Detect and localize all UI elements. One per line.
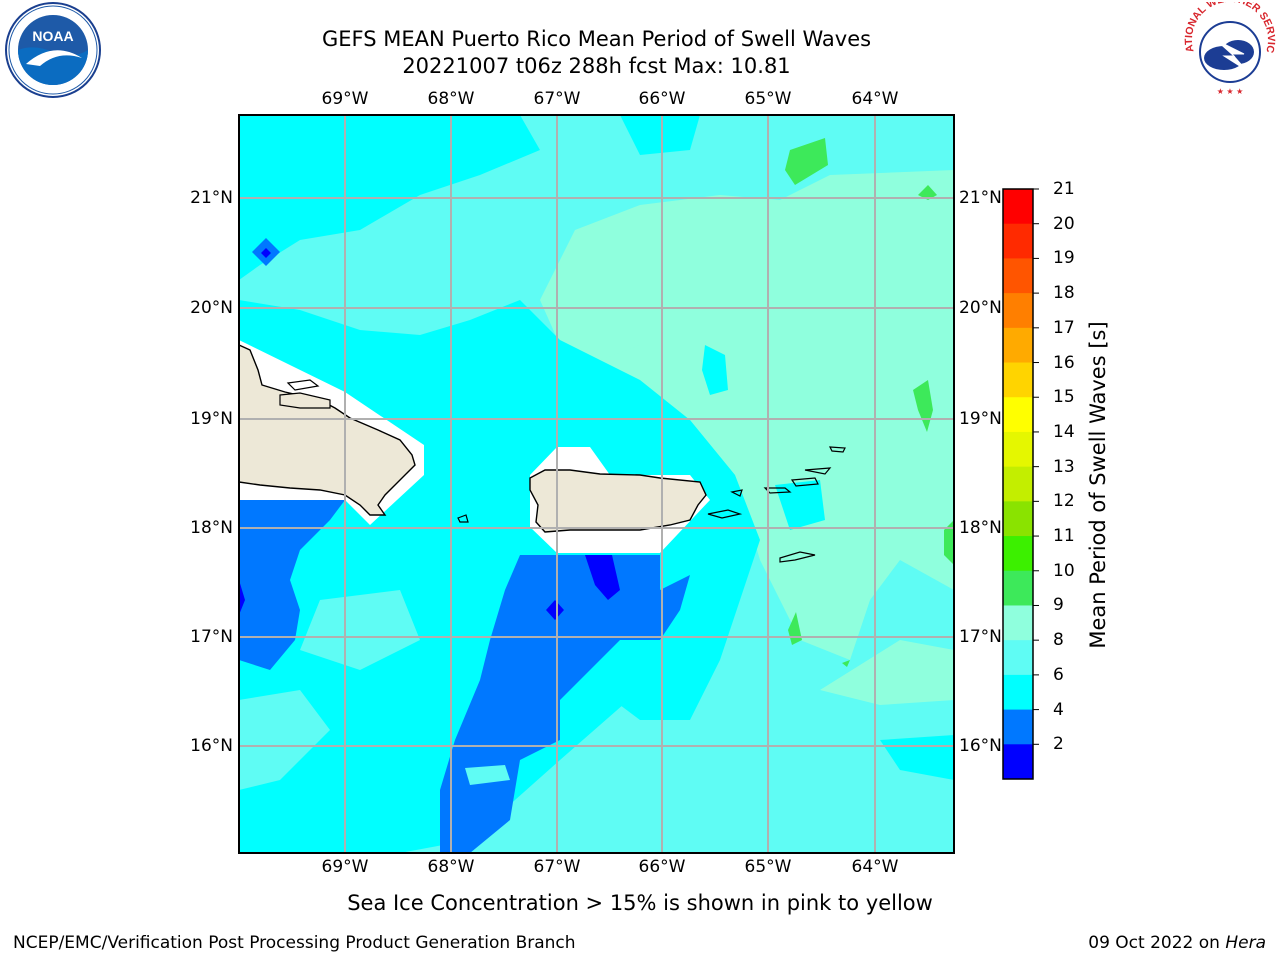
- lat-label-right: 19°N: [959, 409, 1002, 429]
- lat-label-right: 20°N: [959, 298, 1002, 318]
- nws-logo: NATIONAL WEATHER SERVICE ★ ★ ★: [1180, 2, 1277, 98]
- colorbar-segment: [1003, 640, 1033, 676]
- lon-label-top: 69°W: [321, 89, 369, 109]
- colorbar-segment: [1003, 466, 1033, 502]
- field-4-6s: [239, 500, 345, 670]
- colorbar: [1003, 188, 1039, 780]
- lat-label-right: 17°N: [959, 627, 1002, 647]
- colorbar-label: Mean Period of Swell Waves [s]: [1086, 321, 1110, 649]
- lon-label-bottom: 66°W: [638, 857, 686, 877]
- lat-label-left: 17°N: [190, 627, 233, 647]
- lat-label-left: 19°N: [190, 409, 233, 429]
- lon-label-top: 68°W: [427, 89, 475, 109]
- field-2-4s: [585, 555, 620, 600]
- colorbar-segment: [1003, 536, 1033, 572]
- lat-label-right: 18°N: [959, 518, 1002, 538]
- colorbar-segment: [1003, 570, 1033, 606]
- lon-label-top: 65°W: [744, 89, 792, 109]
- lon-label-top: 64°W: [851, 89, 899, 109]
- colorbar-tick-label: 18: [1053, 283, 1075, 304]
- colorbar-segment: [1003, 431, 1033, 468]
- hispaniola-land: [239, 344, 416, 516]
- graticule: [239, 115, 954, 853]
- lat-label-right: 16°N: [959, 736, 1002, 756]
- svg-text:★ ★ ★: ★ ★ ★: [1217, 87, 1244, 96]
- noaa-logo-text: NOAA: [32, 28, 73, 44]
- colorbar-tick-label: 14: [1053, 421, 1075, 442]
- colorbar-tick-label: 21: [1053, 179, 1075, 199]
- colorbar-tick-label: 6: [1053, 664, 1064, 685]
- colorbar-tick-label: 10: [1053, 560, 1075, 581]
- colorbar-tick-label: 4: [1053, 699, 1064, 720]
- colorbar-tick-label: 11: [1053, 526, 1075, 547]
- lon-label-bottom: 68°W: [427, 857, 475, 877]
- footer-host: Hera: [1225, 933, 1266, 953]
- lon-label-bottom: 65°W: [744, 857, 792, 877]
- lon-label-bottom: 67°W: [533, 857, 581, 877]
- colorbar-tick-label: 12: [1053, 491, 1075, 512]
- colorbar-segment: [1003, 674, 1033, 711]
- lon-label-bottom: 69°W: [321, 857, 369, 877]
- lon-label-top: 66°W: [638, 89, 686, 109]
- lat-label-left: 20°N: [190, 298, 233, 318]
- chart-subtitle: 20221007 t06z 288h fcst Max: 10.81: [402, 54, 791, 78]
- lon-label-top: 67°W: [533, 89, 581, 109]
- colorbar-tick-label: 20: [1053, 213, 1075, 234]
- colorbar-tick-label: 19: [1053, 248, 1075, 269]
- lat-label-left: 18°N: [190, 518, 233, 538]
- field-10-11s: [785, 138, 828, 185]
- footer-date: 09 Oct 2022 on Hera: [1088, 933, 1266, 953]
- colorbar-segment: [1003, 709, 1033, 745]
- colorbar-tick-label: 2: [1053, 734, 1064, 755]
- field-9-10s: [540, 170, 954, 660]
- noaa-logo: NOAA: [5, 2, 101, 98]
- colorbar-tick-label: 15: [1053, 387, 1075, 408]
- colorbar-tick-label: 13: [1053, 456, 1075, 477]
- colorbar-segment: [1003, 293, 1033, 329]
- colorbar-tick-label: 9: [1053, 595, 1064, 616]
- colorbar-segment: [1003, 189, 1033, 225]
- colorbar-tick-label: 8: [1053, 630, 1064, 651]
- swell-period-field: [239, 115, 954, 853]
- footnote: Sea Ice Concentration > 15% is shown in …: [347, 891, 933, 915]
- colorbar-segment: [1003, 362, 1033, 398]
- colorbar-frame: [1002, 188, 1034, 780]
- colorbar-segment: [1003, 223, 1033, 259]
- lat-label-right: 21°N: [959, 188, 1002, 208]
- map-frame: [238, 114, 955, 854]
- colorbar-segment: [1003, 258, 1033, 294]
- colorbar-segment: [1003, 327, 1033, 364]
- colorbar-segment: [1003, 744, 1033, 780]
- colorbar-tick-label: 17: [1053, 317, 1075, 338]
- colorbar-segment: [1003, 605, 1033, 641]
- footer-date-text: 09 Oct 2022 on: [1088, 933, 1220, 953]
- colorbar-segment: [1003, 501, 1033, 537]
- chart-title: GEFS MEAN Puerto Rico Mean Period of Swe…: [321, 27, 872, 51]
- lat-label-left: 16°N: [190, 736, 233, 756]
- footer-credit: NCEP/EMC/Verification Post Processing Pr…: [13, 933, 576, 953]
- colorbar-segment: [1003, 397, 1033, 433]
- colorbar-tick-label: 16: [1053, 352, 1075, 373]
- lon-label-bottom: 64°W: [851, 857, 899, 877]
- lat-label-left: 21°N: [190, 188, 233, 208]
